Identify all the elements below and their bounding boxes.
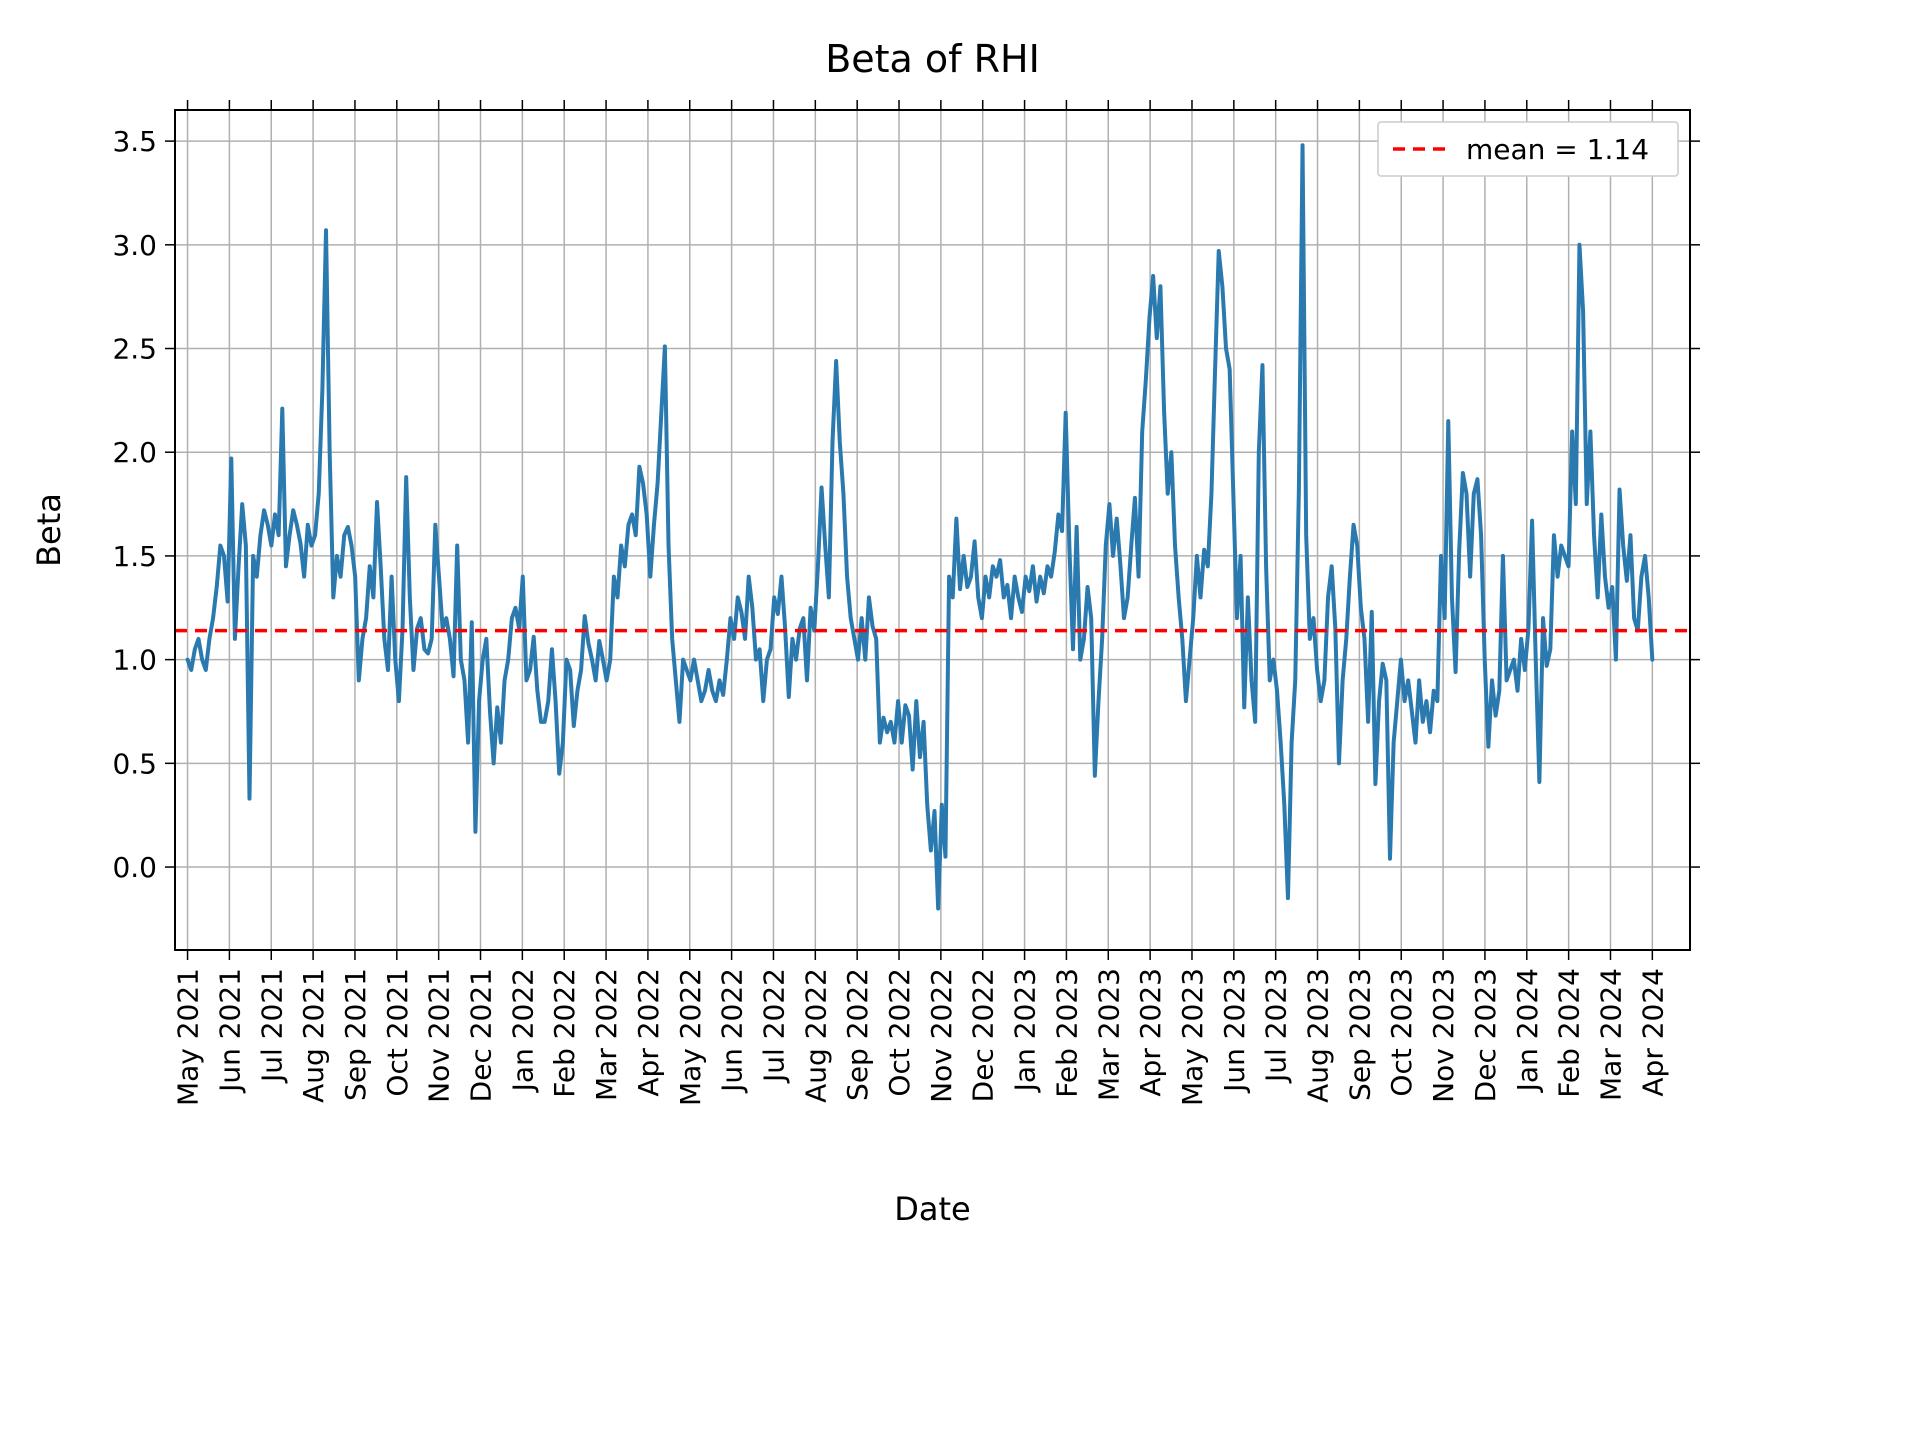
xtick-label: May 2022: [674, 968, 707, 1106]
xtick-label: Oct 2023: [1385, 968, 1418, 1097]
xtick-label: Oct 2022: [883, 968, 916, 1097]
xtick-label: Jan 2024: [1511, 968, 1544, 1093]
xtick-label: Jul 2023: [1260, 968, 1293, 1084]
ytick-label: 2.5: [112, 333, 157, 366]
xtick-label: Nov 2021: [423, 968, 456, 1103]
xtick-label: Jul 2021: [255, 968, 288, 1084]
chart-title: Beta of RHI: [825, 37, 1040, 81]
xtick-label: May 2021: [172, 968, 205, 1106]
xtick-label: Sep 2021: [339, 968, 372, 1101]
xtick-label: Aug 2022: [799, 968, 832, 1103]
xtick-label: Nov 2022: [925, 968, 958, 1103]
xtick-label: Dec 2022: [967, 968, 1000, 1102]
ytick-label: 3.5: [112, 125, 157, 158]
xtick-label: Jan 2022: [506, 968, 539, 1093]
xtick-label: Oct 2021: [381, 968, 414, 1097]
legend: mean = 1.14: [1378, 122, 1678, 176]
xtick-label: Jun 2023: [1218, 968, 1251, 1094]
xtick-label: Nov 2023: [1427, 968, 1460, 1103]
xtick-label: Mar 2022: [590, 968, 623, 1101]
xtick-label: Apr 2023: [1134, 968, 1167, 1097]
y-axis-label: Beta: [30, 493, 68, 567]
ytick-label: 0.0: [112, 851, 157, 884]
xtick-label: Dec 2023: [1469, 968, 1502, 1102]
xtick-label: Sep 2022: [841, 968, 874, 1101]
xtick-label: Jan 2023: [1009, 968, 1042, 1093]
xtick-label: Dec 2021: [465, 968, 498, 1102]
xtick-label: Aug 2023: [1302, 968, 1335, 1103]
ytick-label: 1.0: [112, 644, 157, 677]
ytick-label: 3.0: [112, 229, 157, 262]
xtick-label: Jul 2022: [757, 968, 790, 1084]
legend-label: mean = 1.14: [1466, 133, 1649, 166]
xtick-label: Mar 2023: [1092, 968, 1125, 1101]
ytick-label: 2.0: [112, 436, 157, 469]
xtick-label: Jun 2022: [716, 968, 749, 1094]
ytick-label: 1.5: [112, 540, 157, 573]
xtick-label: Aug 2021: [297, 968, 330, 1103]
xtick-label: Apr 2022: [632, 968, 665, 1097]
xtick-label: May 2023: [1176, 968, 1209, 1106]
xtick-label: Feb 2023: [1050, 968, 1083, 1098]
xtick-label: Mar 2024: [1594, 968, 1627, 1101]
x-axis-label: Date: [894, 1190, 970, 1228]
chart-svg: 0.0 0.5 1.0 1.5 2.0 2.5 3.0 3.5 May 2021Jun 2021…: [0, 0, 1920, 1440]
xtick-label: Sep 2023: [1343, 968, 1376, 1101]
chart-container: 0.0 0.5 1.0 1.5 2.0 2.5 3.0 3.5 May 2021Jun 2021…: [0, 0, 1920, 1440]
ytick-label: 0.5: [112, 747, 157, 780]
xtick-label: Jun 2021: [213, 968, 246, 1094]
xtick-label: Feb 2024: [1553, 968, 1586, 1098]
xtick-label: Feb 2022: [548, 968, 581, 1098]
xtick-label: Apr 2024: [1636, 968, 1669, 1097]
